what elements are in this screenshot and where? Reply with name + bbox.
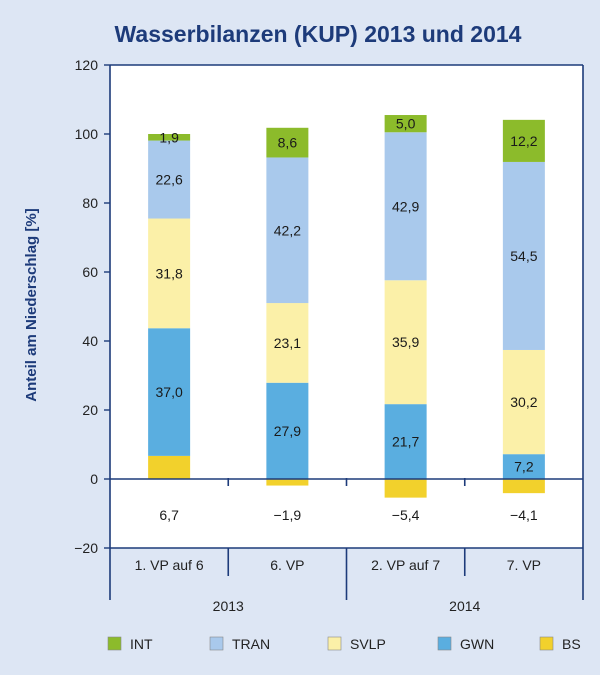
legend-swatch-bs [539,636,554,651]
bar-int [148,134,191,141]
value-label: 23,1 [274,335,301,351]
value-label: 37,0 [156,384,183,400]
y-tick-label: 20 [82,402,98,418]
legend-label-tran: TRAN [232,636,270,652]
y-tick-label: 60 [82,264,98,280]
y-tick-label: 80 [82,195,98,211]
value-label: 1,9 [159,129,179,145]
legend-label-bs: BS [562,636,581,652]
value-label: 31,8 [156,265,183,281]
bar-gwn [502,454,545,479]
category-label: 7. VP [507,557,541,573]
bar-svlp [148,218,191,329]
legend: INT TRAN SVLP GWN BS [107,636,581,652]
legend-swatch-tran [209,636,224,651]
y-tick-label: 0 [90,471,98,487]
bar-gwn [384,404,427,479]
legend-swatch-svlp [327,636,342,651]
group-label: 2013 [213,598,244,614]
y-tick-label: −20 [74,540,98,556]
bar-svlp [384,280,427,405]
bar-tran [502,161,545,350]
legend-label-int: INT [130,636,153,652]
bar-bs [148,455,191,479]
value-label: 54,5 [510,248,537,264]
group-label: 2014 [449,598,480,614]
bar-tran [148,140,191,219]
bar-svlp [502,349,545,455]
y-tick-label: 120 [75,57,99,73]
bar-tran [266,157,309,304]
value-label: −1,9 [274,507,302,523]
value-label: 42,2 [274,222,301,238]
y-tick-label: 40 [82,333,98,349]
value-labels: 6,7 37,0 31,8 22,6 1,9 −1,9 27,9 23,1 42,2 8,6 −5,… [156,116,538,523]
value-label: 27,9 [274,423,301,439]
value-label: 21,7 [392,434,419,450]
value-label: 12,2 [510,133,537,149]
bar-int [502,119,545,162]
legend-label-svlp: SVLP [350,636,386,652]
bar-svlp [266,303,309,383]
value-label: −5,4 [392,507,420,523]
category-label: 1. VP auf 6 [135,557,204,573]
category-label: 2. VP auf 7 [371,557,440,573]
bar-int [384,115,427,133]
value-label: 8,6 [278,135,298,151]
bar-bs [384,479,427,498]
bar-bs [502,479,545,494]
bar-bs [266,479,309,486]
axes-layer: −20 0 20 40 60 80 100 120 1. VP auf 6 6. VP 2. VP … [74,57,584,614]
bar-gwn [266,382,309,479]
legend-swatch-int [107,636,122,651]
legend-label-gwn: GWN [460,636,494,652]
value-label: 5,0 [396,116,416,132]
value-label: 22,6 [156,172,183,188]
value-label: −4,1 [510,507,538,523]
y-tick-label: 100 [75,126,99,142]
bars-layer [148,115,545,498]
value-label: 42,9 [392,198,419,214]
bar-gwn [148,328,191,456]
category-label: 6. VP [270,557,304,573]
value-label: 7,2 [514,459,534,475]
value-label: 35,9 [392,334,419,350]
value-label: 6,7 [159,507,179,523]
value-label: 30,2 [510,394,537,410]
legend-swatch-gwn [437,636,452,651]
bar-tran [384,132,427,281]
chart-title: Wasserbilanzen (KUP) 2013 und 2014 [115,21,522,47]
bar-int [266,127,309,158]
y-axis-label: Anteil am Niederschlag [%] [23,208,40,401]
